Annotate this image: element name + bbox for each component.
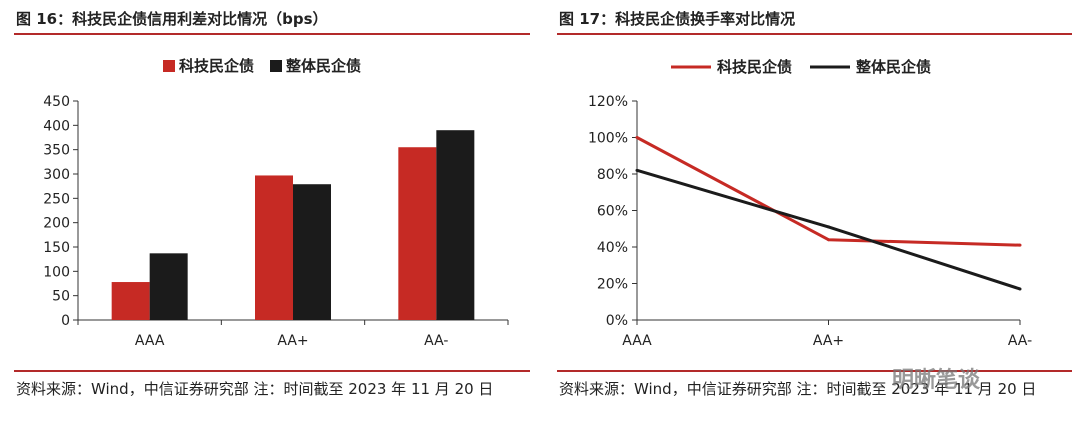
series-point-2-AA- <box>1018 287 1022 291</box>
y-tick-label: 60% <box>597 204 628 220</box>
figure-16-source: 资料来源：Wind，中信证券研究部 注：时间截至 2023 年 11 月 20 … <box>16 380 494 398</box>
bar-AA--series-2 <box>436 130 475 320</box>
legend-label-2: 整体民企债 <box>286 57 361 75</box>
figure-16-title: 图 16：科技民企债信用利差对比情况（bps） <box>16 10 328 28</box>
y-tick-label: 0 <box>61 313 70 329</box>
y-tick-label: 80% <box>597 167 628 183</box>
bar-chart: 科技民企债 整体民企债 0 50 100 150 200 250 300 350 400 450 AAA… <box>43 57 509 349</box>
y-tick-label: 100 <box>43 264 70 280</box>
figure-17-title: 图 17：科技民企债换手率对比情况 <box>559 10 796 28</box>
left-figure-panel: 图 16：科技民企债信用利差对比情况（bps） 科技民企债 整体民企债 0 50 100… <box>0 0 530 430</box>
y-tick-label: 40% <box>597 240 628 256</box>
bar-AA+-series-1 <box>255 175 293 320</box>
y-tick-label: 0% <box>606 313 628 329</box>
legend-label-1: 科技民企债 <box>717 58 792 76</box>
series-point-2-AAA <box>635 168 639 172</box>
y-tick-label: 350 <box>43 143 70 159</box>
y-tick-label: 250 <box>43 191 70 207</box>
title-rule <box>14 33 530 35</box>
y-tick-label: 50 <box>52 289 70 305</box>
series-point-1-AA- <box>1018 243 1022 247</box>
series-point-2-AA+ <box>827 225 830 229</box>
y-tick-label: 450 <box>43 94 70 110</box>
figure-17-source: 资料来源：Wind，中信证券研究部 注：时间截至 2023 年 11 月 20 … <box>559 380 1037 398</box>
y-tick-label: 20% <box>597 277 628 293</box>
bar-AA+-series-2 <box>293 184 331 320</box>
source-rule <box>557 370 1072 372</box>
series-line-1 <box>636 136 1021 247</box>
series-point-1-AA+ <box>827 238 830 242</box>
bar-AAA-series-2 <box>149 253 188 320</box>
bar-AAA-series-1 <box>111 282 150 320</box>
y-tick-label: 200 <box>43 216 70 232</box>
x-tick-label: AA- <box>424 333 448 349</box>
title-rule <box>557 33 1072 35</box>
y-tick-label: 150 <box>43 240 70 256</box>
legend-label-2: 整体民企债 <box>856 58 931 76</box>
x-tick-label: AAA <box>622 333 652 349</box>
y-tick-label: 100% <box>588 131 628 147</box>
bar-AA--series-1 <box>398 147 437 320</box>
right-figure-panel: 图 17：科技民企债换手率对比情况 科技民企债 整体民企债 0% 20% 40% 60% 8… <box>555 0 1080 430</box>
watermark: 明晰笔谈 <box>892 368 981 393</box>
series-point-1-AAA <box>635 136 639 139</box>
x-tick-label: AA+ <box>813 333 844 349</box>
y-tick-label: 300 <box>43 167 70 183</box>
legend-label-1: 科技民企债 <box>179 57 254 75</box>
y-tick-label: 120% <box>588 94 628 110</box>
y-tick-label: 400 <box>43 118 70 134</box>
x-tick-label: AA- <box>1008 333 1032 349</box>
line-chart: 科技民企债 整体民企债 0% 20% 40% 60% 80% 100% 120% AAA AA+ AA… <box>588 58 1032 349</box>
legend-swatch-1 <box>163 60 175 72</box>
legend-swatch-2 <box>270 60 282 72</box>
source-rule <box>14 370 530 372</box>
series-line-2 <box>636 168 1021 291</box>
x-tick-label: AA+ <box>277 333 308 349</box>
x-tick-label: AAA <box>135 333 165 349</box>
